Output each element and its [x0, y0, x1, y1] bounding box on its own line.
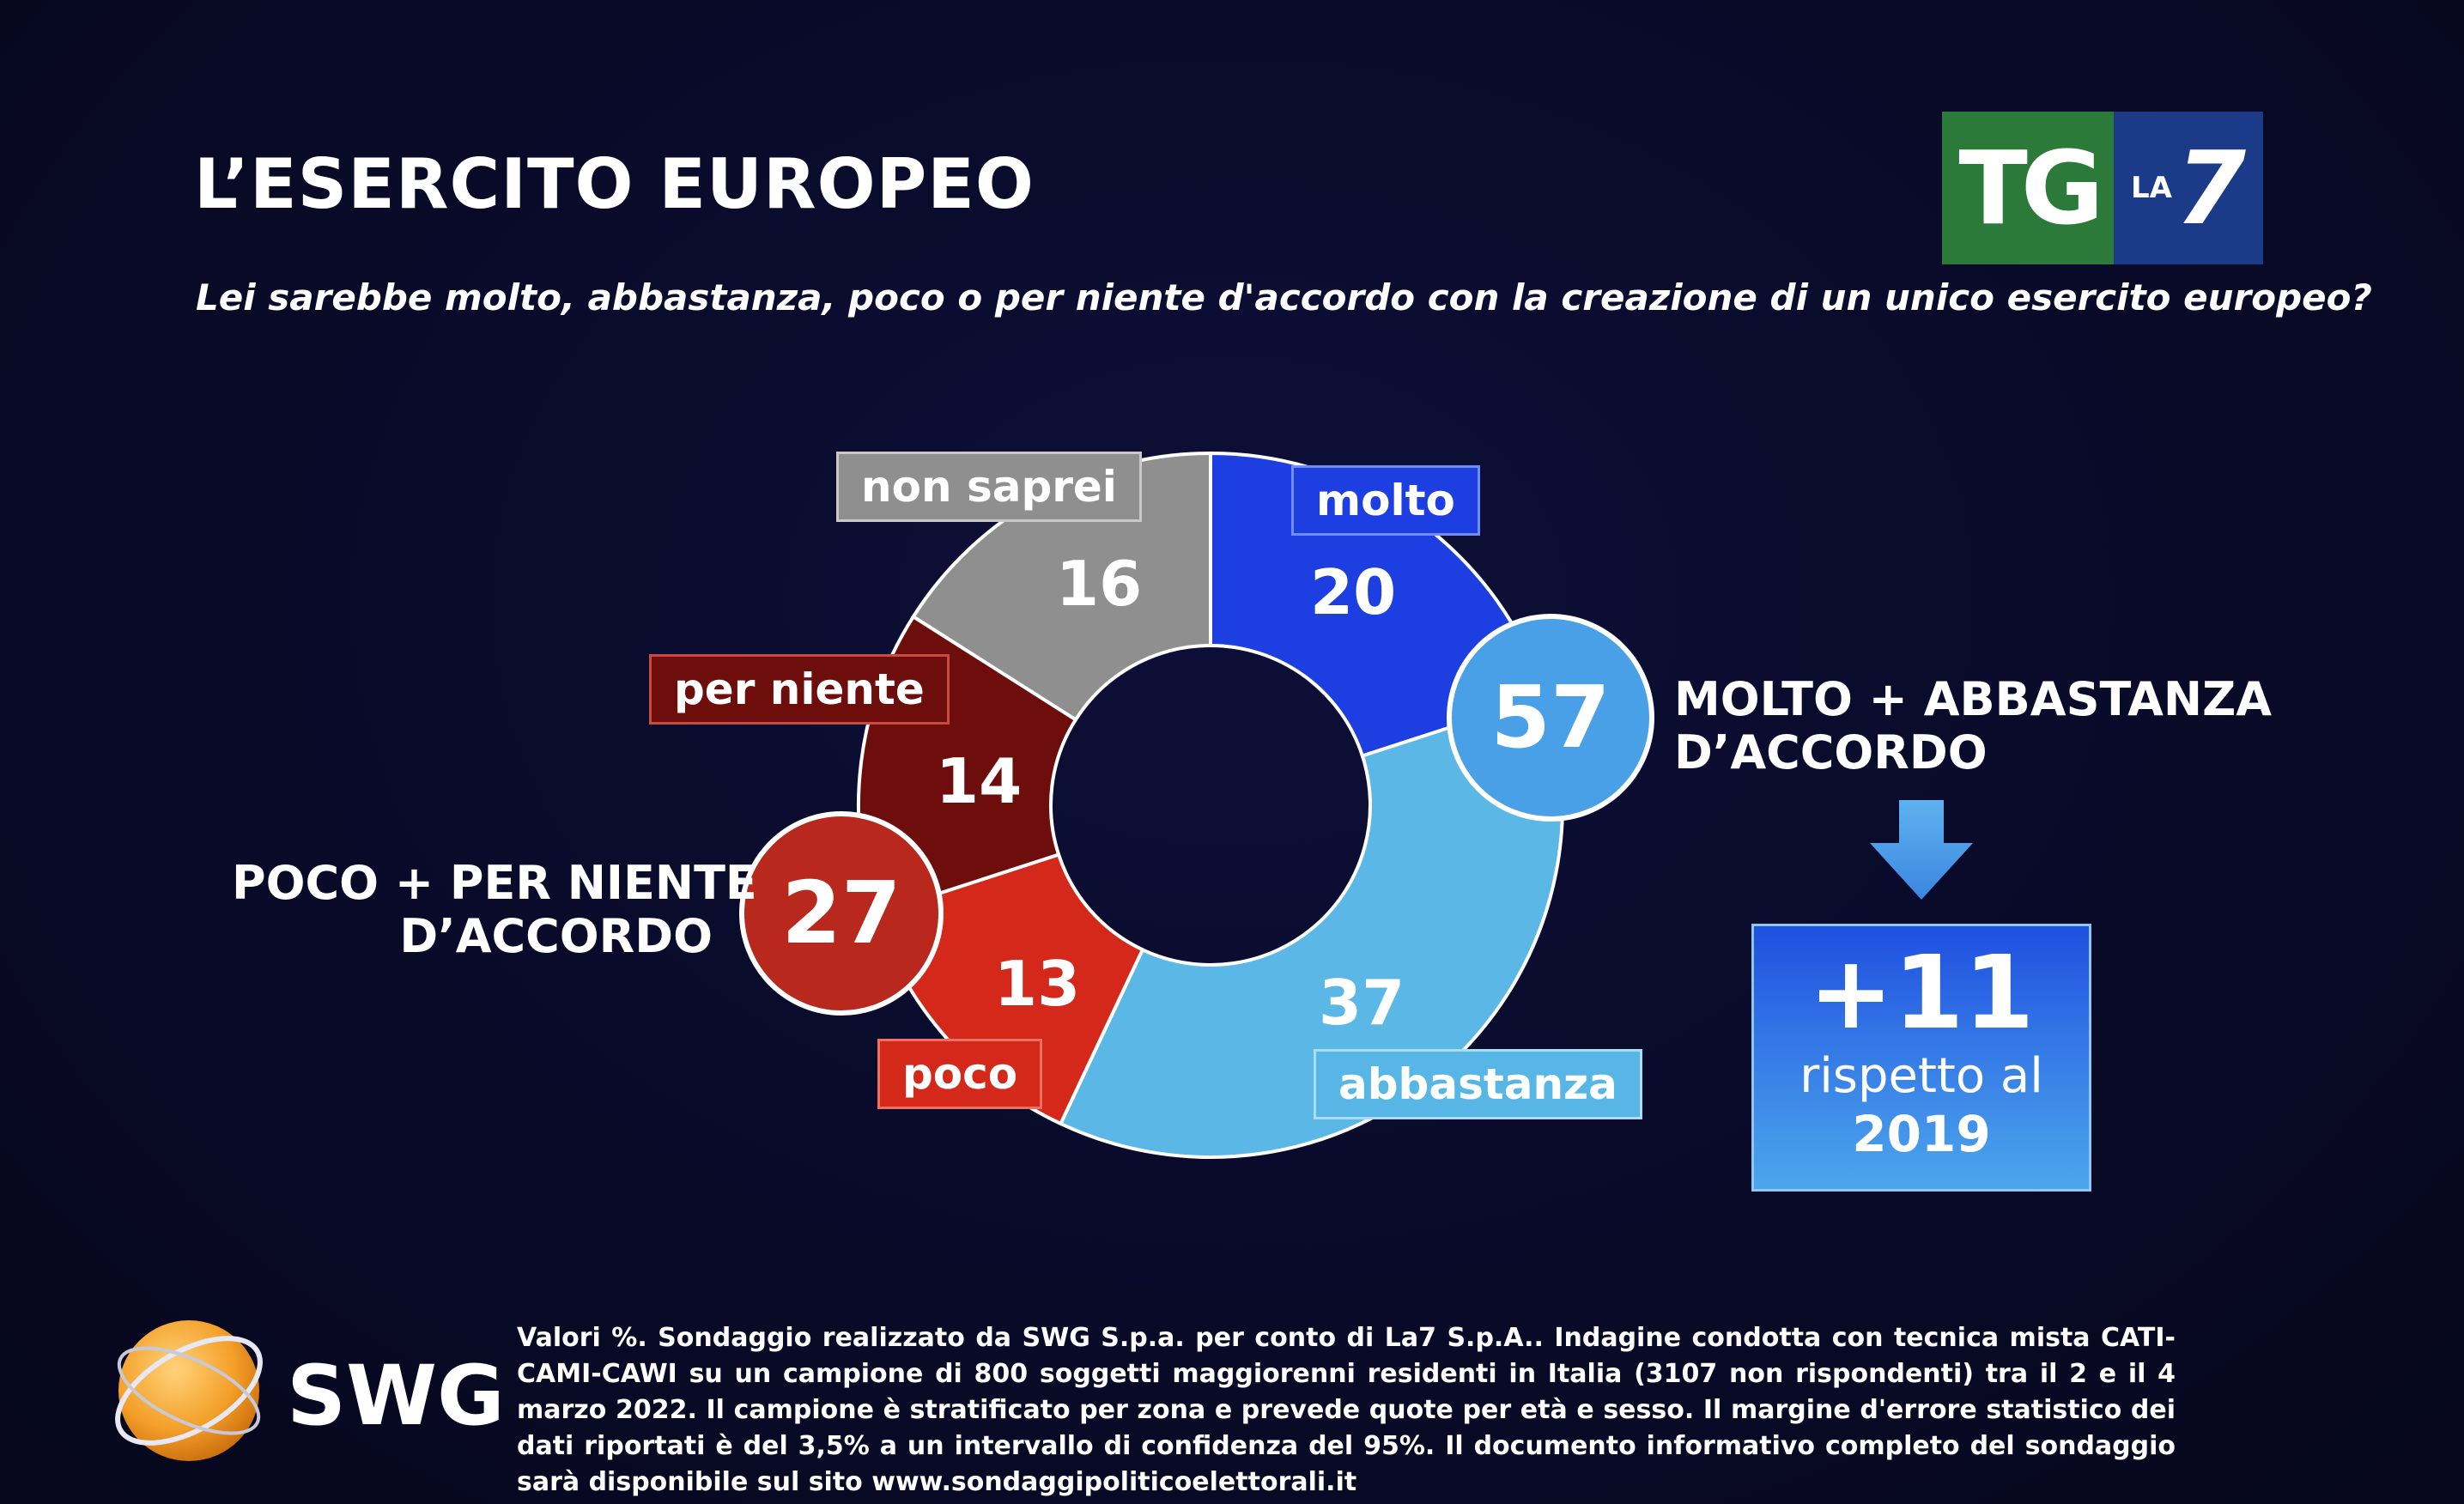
seven-logo-text: 7 [2175, 129, 2247, 247]
la7-logo-block: LA 7 [2114, 112, 2263, 264]
methodology-footnote: Valori %. Sondaggio realizzato da SWG S.… [517, 1323, 2176, 1497]
aggregate-no-line2: D’ACCORDO [399, 909, 713, 963]
aggregate-no-value: 27 [781, 863, 901, 963]
swg-globe-icon [115, 1320, 263, 1461]
arrow-down-icon [1870, 800, 1973, 900]
label-abbastanza: abbastanza [1314, 1049, 1642, 1119]
page-title: L’ESERCITO EUROPEO [194, 144, 1035, 224]
aggregate-yes-circle [1447, 614, 1654, 822]
label-molto: molto [1291, 465, 1480, 536]
tg-logo-text: TG [1942, 112, 2114, 264]
value-poco: 13 [994, 948, 1081, 1020]
aggregate-no-line1: POCO + PER NIENTE [232, 856, 757, 910]
value-molto: 20 [1310, 556, 1397, 628]
question-subtitle: Lei sarebbe molto, abbastanza, poco o pe… [196, 276, 2372, 318]
label-per-niente: per niente [649, 654, 950, 725]
la-logo-text: LA [2130, 171, 2172, 205]
tg-la7-logo: TG LA 7 [1942, 112, 2263, 264]
swg-logo-text: SWG [287, 1348, 505, 1444]
value-abbastanza: 37 [1319, 967, 1405, 1039]
label-poco: poco [877, 1039, 1043, 1109]
change-box: +11 rispetto al 2019 [1751, 924, 2091, 1192]
value-non-saprei: 16 [1056, 548, 1143, 620]
change-year: 2019 [1852, 1105, 1991, 1163]
aggregate-yes-line1: MOLTO + ABBASTANZA [1674, 672, 2273, 726]
label-non-saprei: non saprei [836, 452, 1142, 522]
change-value: +11 [1808, 933, 2035, 1052]
value-per-niente: 14 [936, 745, 1023, 817]
aggregate-yes-line2: D’ACCORDO [1674, 725, 1988, 779]
donut-slice-abbastanza [1058, 694, 1564, 1159]
aggregate-no-label: POCO + PER NIENTE D’ACCORDO [232, 856, 757, 963]
aggregate-yes-value: 57 [1490, 667, 1610, 767]
change-line1: rispetto al [1799, 1048, 2043, 1104]
aggregate-yes-label: MOLTO + ABBASTANZA D’ACCORDO [1674, 673, 2272, 779]
aggregate-no-circle [739, 811, 944, 1016]
